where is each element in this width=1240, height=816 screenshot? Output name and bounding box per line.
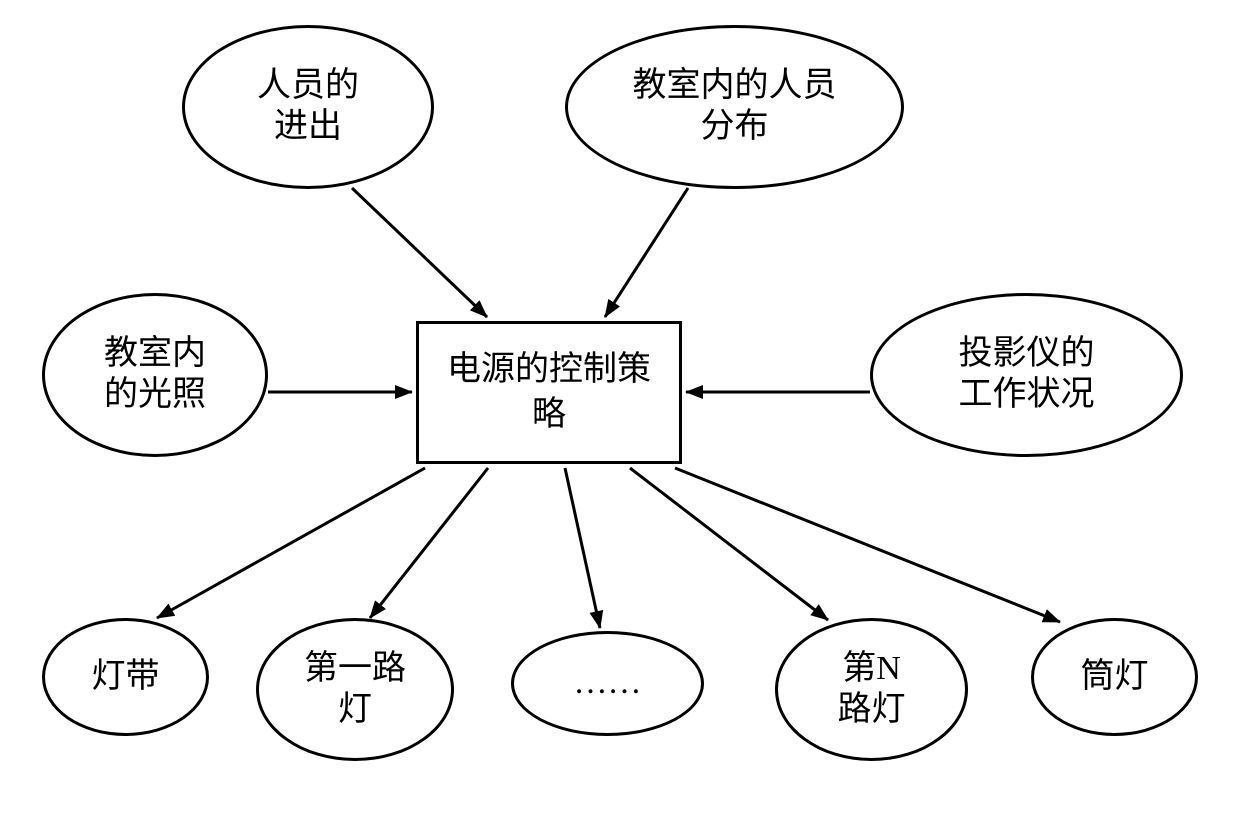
edge-input_top_right-to-center xyxy=(605,188,688,317)
node-downlight: 筒灯 xyxy=(1031,618,1198,736)
node-classroom-lighting: 教室内的光照 xyxy=(42,293,268,457)
power-control-diagram: 人员的进出 教室内的人员分布 教室内的光照 投影仪的工作状况 电源的控制策略 灯… xyxy=(0,0,1240,816)
edge-center-to-output_3 xyxy=(565,468,600,628)
edge-center-to-output_1 xyxy=(157,468,425,618)
edge-input_top_left-to-center xyxy=(352,188,487,317)
node-projector-status: 投影仪的工作状况 xyxy=(870,293,1183,457)
edge-center-to-output_5 xyxy=(675,468,1060,622)
edge-center-to-output_4 xyxy=(630,468,828,620)
node-ellipsis: …… xyxy=(511,631,704,736)
edge-center-to-output_2 xyxy=(370,468,488,618)
node-lamp-1: 第一路灯 xyxy=(256,618,454,761)
node-personnel-in-out: 人员的进出 xyxy=(182,25,434,189)
node-light-strip: 灯带 xyxy=(42,618,209,736)
node-personnel-distribution: 教室内的人员分布 xyxy=(565,25,904,189)
node-lamp-n: 第N路灯 xyxy=(775,618,968,761)
node-power-control-strategy: 电源的控制策略 xyxy=(416,321,682,464)
